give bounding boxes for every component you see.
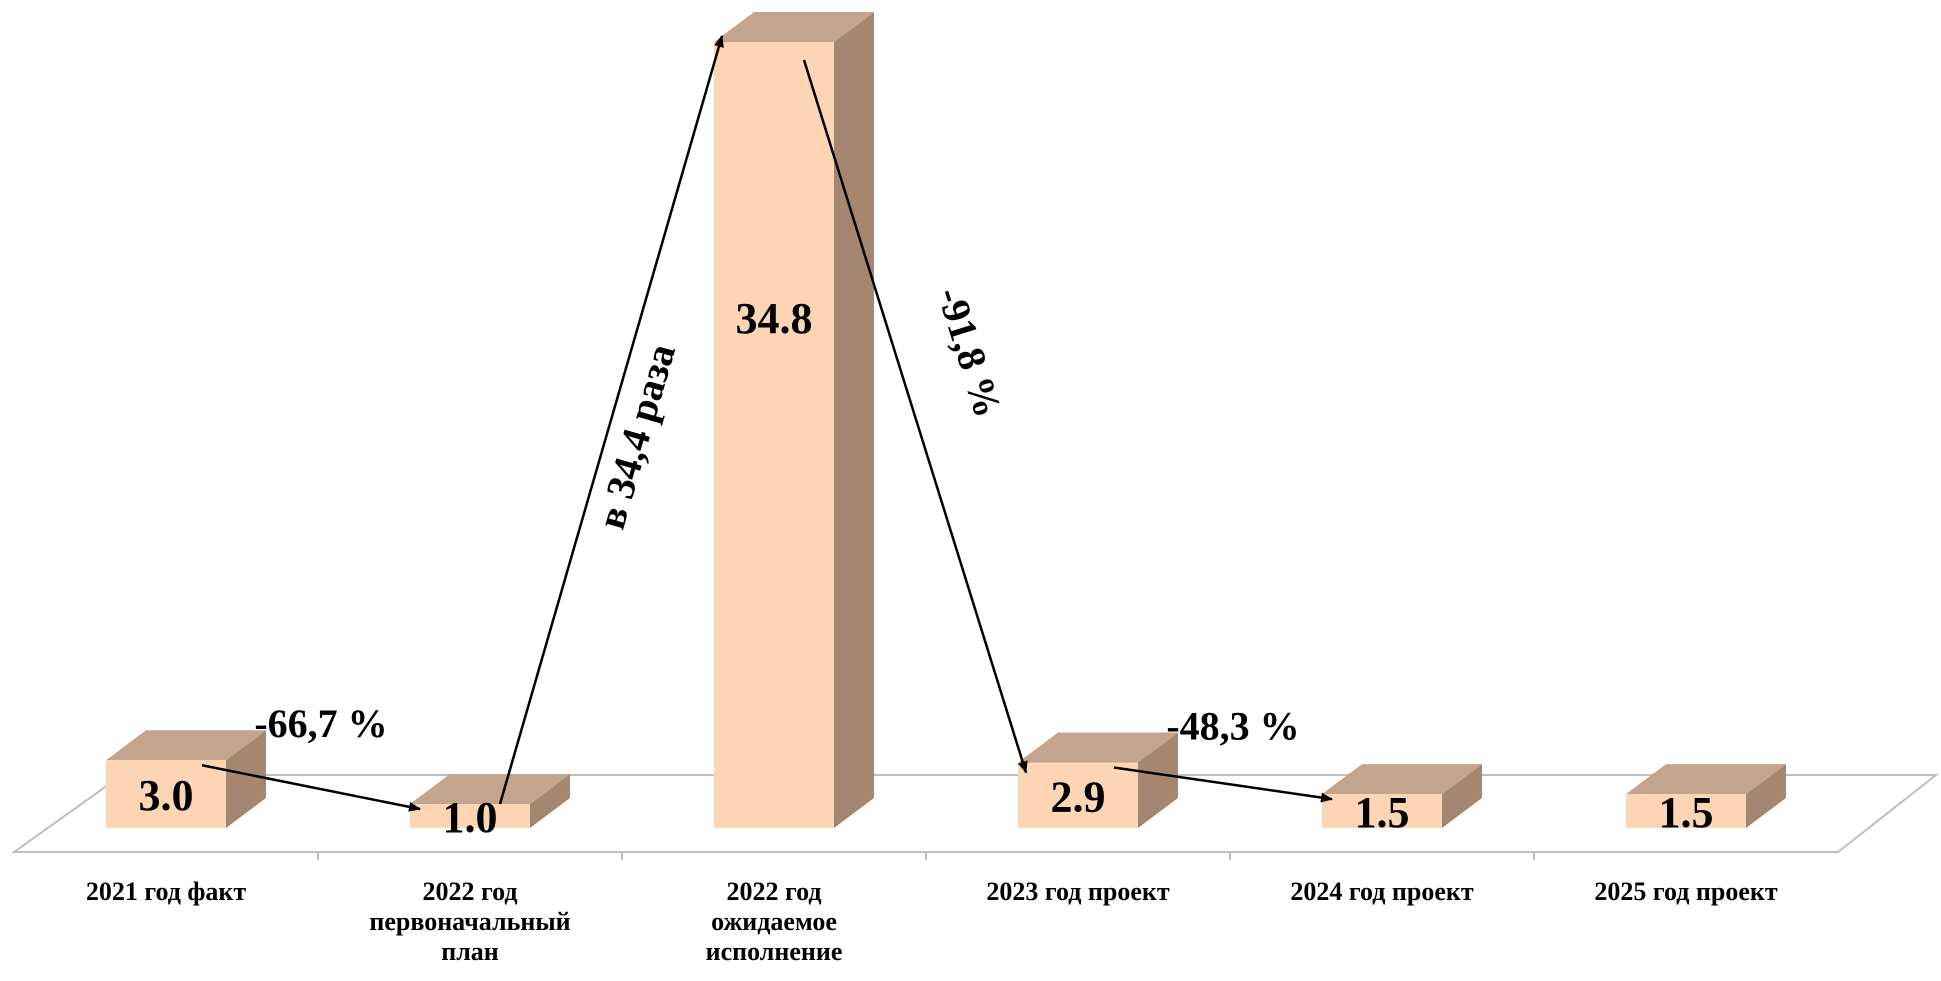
annotation-1: -66,7 % [254,701,387,746]
bar-top [714,12,874,42]
category-label-line: исполнение [706,937,843,966]
bar-front [1018,762,1138,828]
category-label-line: 2022 год [726,877,821,906]
value-label-6: 1.5 [1659,788,1714,837]
bar-top [106,730,266,761]
chart-floor [10,774,1939,860]
value-label-3: 34.8 [736,294,813,343]
category-label-line: первоначальный [369,907,570,936]
category-label-6: 2025 год проект [1594,877,1778,906]
bar-front [106,760,226,828]
category-label-1: 2021 год факт [86,877,247,906]
bar-side [1746,764,1786,828]
category-label-line: ожидаемое [711,907,837,936]
arrow-2 [498,35,724,805]
value-label-2: 1.0 [443,793,498,842]
bar-front [714,42,834,828]
bar-4 [1018,732,1178,828]
bar-side [834,12,874,828]
category-label-line: 2024 год проект [1290,877,1474,906]
arrow-3 [802,59,1028,774]
category-label-4: 2023 год проект [986,877,1170,906]
category-label-line: 2023 год проект [986,877,1170,906]
value-labels-group: 3.0 1.0 34.8 2.9 1.5 1.5 [139,294,1714,842]
category-label-line: 2021 год факт [86,877,247,906]
category-label-3: 2022 год ожидаемое исполнение [706,877,843,966]
bar-front [1322,794,1442,828]
bar-top [410,774,570,804]
annotation-3: -91,8 % [929,282,1012,423]
annotation-2: в 34,4 раза [588,339,684,534]
bar-front [1626,794,1746,828]
value-label-1: 3.0 [139,771,194,820]
arrows-group [201,35,1333,812]
value-label-5: 1.5 [1355,788,1410,837]
bar-2 [410,774,570,828]
arrow-4 [1113,766,1333,803]
value-label-4: 2.9 [1051,772,1106,821]
bar-3 [714,12,874,828]
bar-5 [1322,764,1482,828]
bar-front [410,804,530,828]
bar-top [1018,732,1178,763]
category-labels-group: 2021 год факт 2022 год первоначальный план2… [86,877,1778,966]
annotation-4: -48,3 % [1166,704,1299,749]
category-label-5: 2024 год проект [1290,877,1474,906]
bar-1 [106,730,266,828]
category-label-2: 2022 год первоначальный план [369,877,570,966]
bar-6 [1626,764,1786,828]
category-label-line: 2025 год проект [1594,877,1778,906]
bar-top [1626,764,1786,795]
arrow-1 [201,764,421,812]
bar-top [1322,764,1482,795]
category-label-line: 2022 год [422,877,517,906]
bar-side [1442,764,1482,828]
bar-side [1138,732,1178,828]
bar-side [530,774,570,828]
bars-group [106,12,1786,828]
bar-side [226,730,266,828]
category-label-line: план [441,937,499,966]
